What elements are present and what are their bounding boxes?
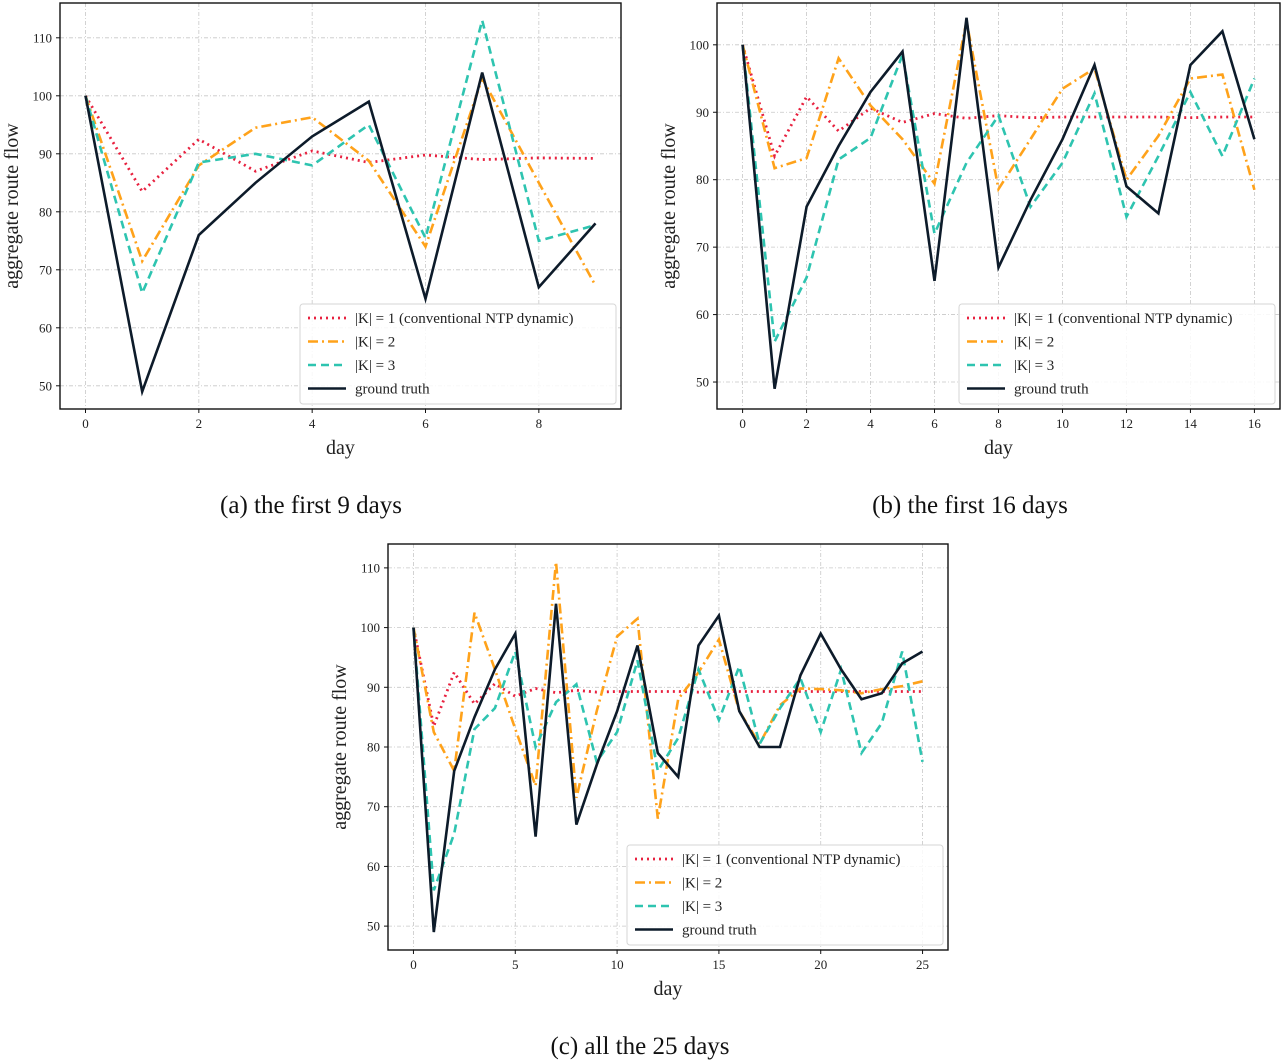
- chart-a-xtick-label: 8: [536, 416, 543, 431]
- chart-c-xtick-label: 0: [410, 957, 417, 972]
- chart-b-ytick-label: 70: [696, 240, 709, 255]
- chart-c-ytick-label: 50: [367, 919, 380, 934]
- chart-b-legend-label-k2: |K| = 2: [1014, 335, 1054, 351]
- chart-b-legend-label-k3: |K| = 3: [1014, 358, 1054, 374]
- chart-a-svg: 0 2 4 6 8 50 60 70 80 90 100 110 day aggregate route …: [1, 2, 622, 459]
- chart-c-ytick-label: 100: [361, 620, 381, 635]
- chart-c-xtick-label: 5: [512, 957, 519, 972]
- chart-a-xtick-label: 6: [422, 416, 429, 431]
- chart-a-series-k1: [84, 95, 596, 194]
- chart-a-legend-label-k1: |K| = 1 (conventional NTP dynamic): [355, 311, 573, 327]
- chart-b-xtick-label: 14: [1184, 416, 1198, 431]
- chart-a-ylabel: aggregate route flow: [1, 123, 23, 289]
- chart-c-legend-label-k2: |K| = 2: [682, 876, 722, 892]
- chart-a-series-ground-truth: [84, 72, 597, 397]
- chart-b-xtick-label: 6: [931, 416, 938, 431]
- chart-c-series-k1: [412, 627, 923, 732]
- chart-a-xtick-label: 0: [82, 416, 89, 431]
- chart-a-legend-label-k3: |K| = 3: [355, 358, 395, 374]
- chart-b-ytick-label: 80: [696, 172, 709, 187]
- chart-c-series-k3: [412, 627, 924, 891]
- chart-b-ytick-label: 90: [696, 105, 709, 120]
- chart-b-xtick-label: 4: [867, 416, 874, 431]
- chart-a-axes-frame: [59, 2, 622, 410]
- chart-a-ytick-label: 70: [39, 262, 52, 277]
- chart-b-xlabel: day: [984, 437, 1013, 459]
- chart-b-legend-box: [958, 303, 1276, 405]
- chart-a-xlabel: day: [326, 437, 355, 459]
- chart-b-svg: 0 2 4 6 8 10 12 14 16 50 60 70 80 90 100 day aggregate r…: [658, 2, 1281, 459]
- chart-c-xtick-label: 25: [916, 957, 929, 972]
- chart-c-xtick-label: 10: [611, 957, 624, 972]
- chart-c-ytick-label: 80: [367, 740, 380, 755]
- chart-c-svg: 0 5 10 15 20 25 50 60 70 80 90 100 110 day aggregate r…: [329, 543, 949, 1000]
- chart-b-series-k3: [741, 44, 1256, 347]
- chart-b-ytick-label: 100: [690, 37, 710, 52]
- chart-b-ylabel: aggregate route flow: [658, 123, 680, 289]
- chart-b-xtick-label: 12: [1120, 416, 1133, 431]
- chart-b-xtick-label: 0: [739, 416, 746, 431]
- chart-b-legend-label-k1: |K| = 1 (conventional NTP dynamic): [1014, 311, 1232, 327]
- chart-a-series-k3: [84, 15, 596, 297]
- chart-c-ylabel: aggregate route flow: [330, 664, 351, 830]
- chart-b-legend: |K| = 1 (conventional NTP dynamic) |K| = …: [958, 303, 1276, 405]
- chart-b-xtick-label: 8: [995, 416, 1002, 431]
- chart-a-legend-box: [299, 303, 617, 405]
- chart-c-legend: |K| = 1 (conventional NTP dynamic) |K| = …: [626, 844, 944, 946]
- chart-b-xtick-label: 10: [1056, 416, 1069, 431]
- chart-panel-b: 0 2 4 6 8 10 12 14 16 50 60 70 80 90 100 day aggregate r…: [640, 0, 1281, 470]
- chart-c-ytick-label: 60: [367, 859, 380, 874]
- chart-a-ytick-label: 80: [39, 204, 52, 219]
- caption-a: (a) the first 9 days: [220, 492, 402, 519]
- chart-b-series-k2: [741, 20, 1256, 193]
- caption-b: (b) the first 16 days: [872, 492, 1068, 519]
- chart-c-xtick-label: 15: [712, 957, 725, 972]
- chart-c-xlabel: day: [654, 978, 683, 1000]
- chart-b-ytick-label: 60: [696, 307, 709, 322]
- chart-a-legend-label-k2: |K| = 2: [355, 335, 395, 351]
- chart-c-ytick-label: 110: [361, 560, 380, 575]
- chart-a-ytick-label: 50: [39, 378, 52, 393]
- chart-a-xtick-label: 2: [196, 416, 203, 431]
- chart-a-legend-label-ground-truth: ground truth: [355, 382, 430, 398]
- chart-c-legend-label-k1: |K| = 1 (conventional NTP dynamic): [682, 852, 900, 868]
- chart-c-xtick-label: 20: [814, 957, 827, 972]
- chart-a-ytick-label: 110: [33, 30, 52, 45]
- chart-b-legend-label-ground-truth: ground truth: [1014, 382, 1089, 398]
- chart-a-xtick-label: 4: [309, 416, 316, 431]
- chart-a-ytick-label: 60: [39, 320, 52, 335]
- chart-c-ytick-label: 70: [367, 799, 380, 814]
- chart-c-legend-box: [626, 844, 944, 946]
- caption-c: (c) all the 25 days: [550, 1033, 730, 1060]
- chart-a-ytick-label: 100: [33, 88, 53, 103]
- chart-panel-c: 0 5 10 15 20 25 50 60 70 80 90 100 110 day aggregate r…: [329, 540, 970, 1010]
- chart-b-xtick-label: 16: [1248, 416, 1262, 431]
- chart-b-xtick-label: 2: [803, 416, 810, 431]
- chart-a-legend: |K| = 1 (conventional NTP dynamic) |K| = …: [299, 303, 617, 405]
- chart-b-ytick-label: 50: [696, 375, 709, 390]
- chart-a-series-k2: [84, 75, 597, 287]
- chart-a-ytick-label: 90: [39, 146, 52, 161]
- chart-panel-a: 0 2 4 6 8 50 60 70 80 90 100 110 day aggregate route …: [0, 0, 640, 470]
- chart-c-ytick-label: 90: [367, 680, 380, 695]
- chart-c-legend-label-ground-truth: ground truth: [682, 923, 757, 939]
- chart-c-legend-label-k3: |K| = 3: [682, 899, 722, 915]
- chart-b-series-ground-truth: [741, 17, 1256, 390]
- chart-c-series-k2: [412, 561, 923, 819]
- chart-c-series-ground-truth: [412, 603, 924, 933]
